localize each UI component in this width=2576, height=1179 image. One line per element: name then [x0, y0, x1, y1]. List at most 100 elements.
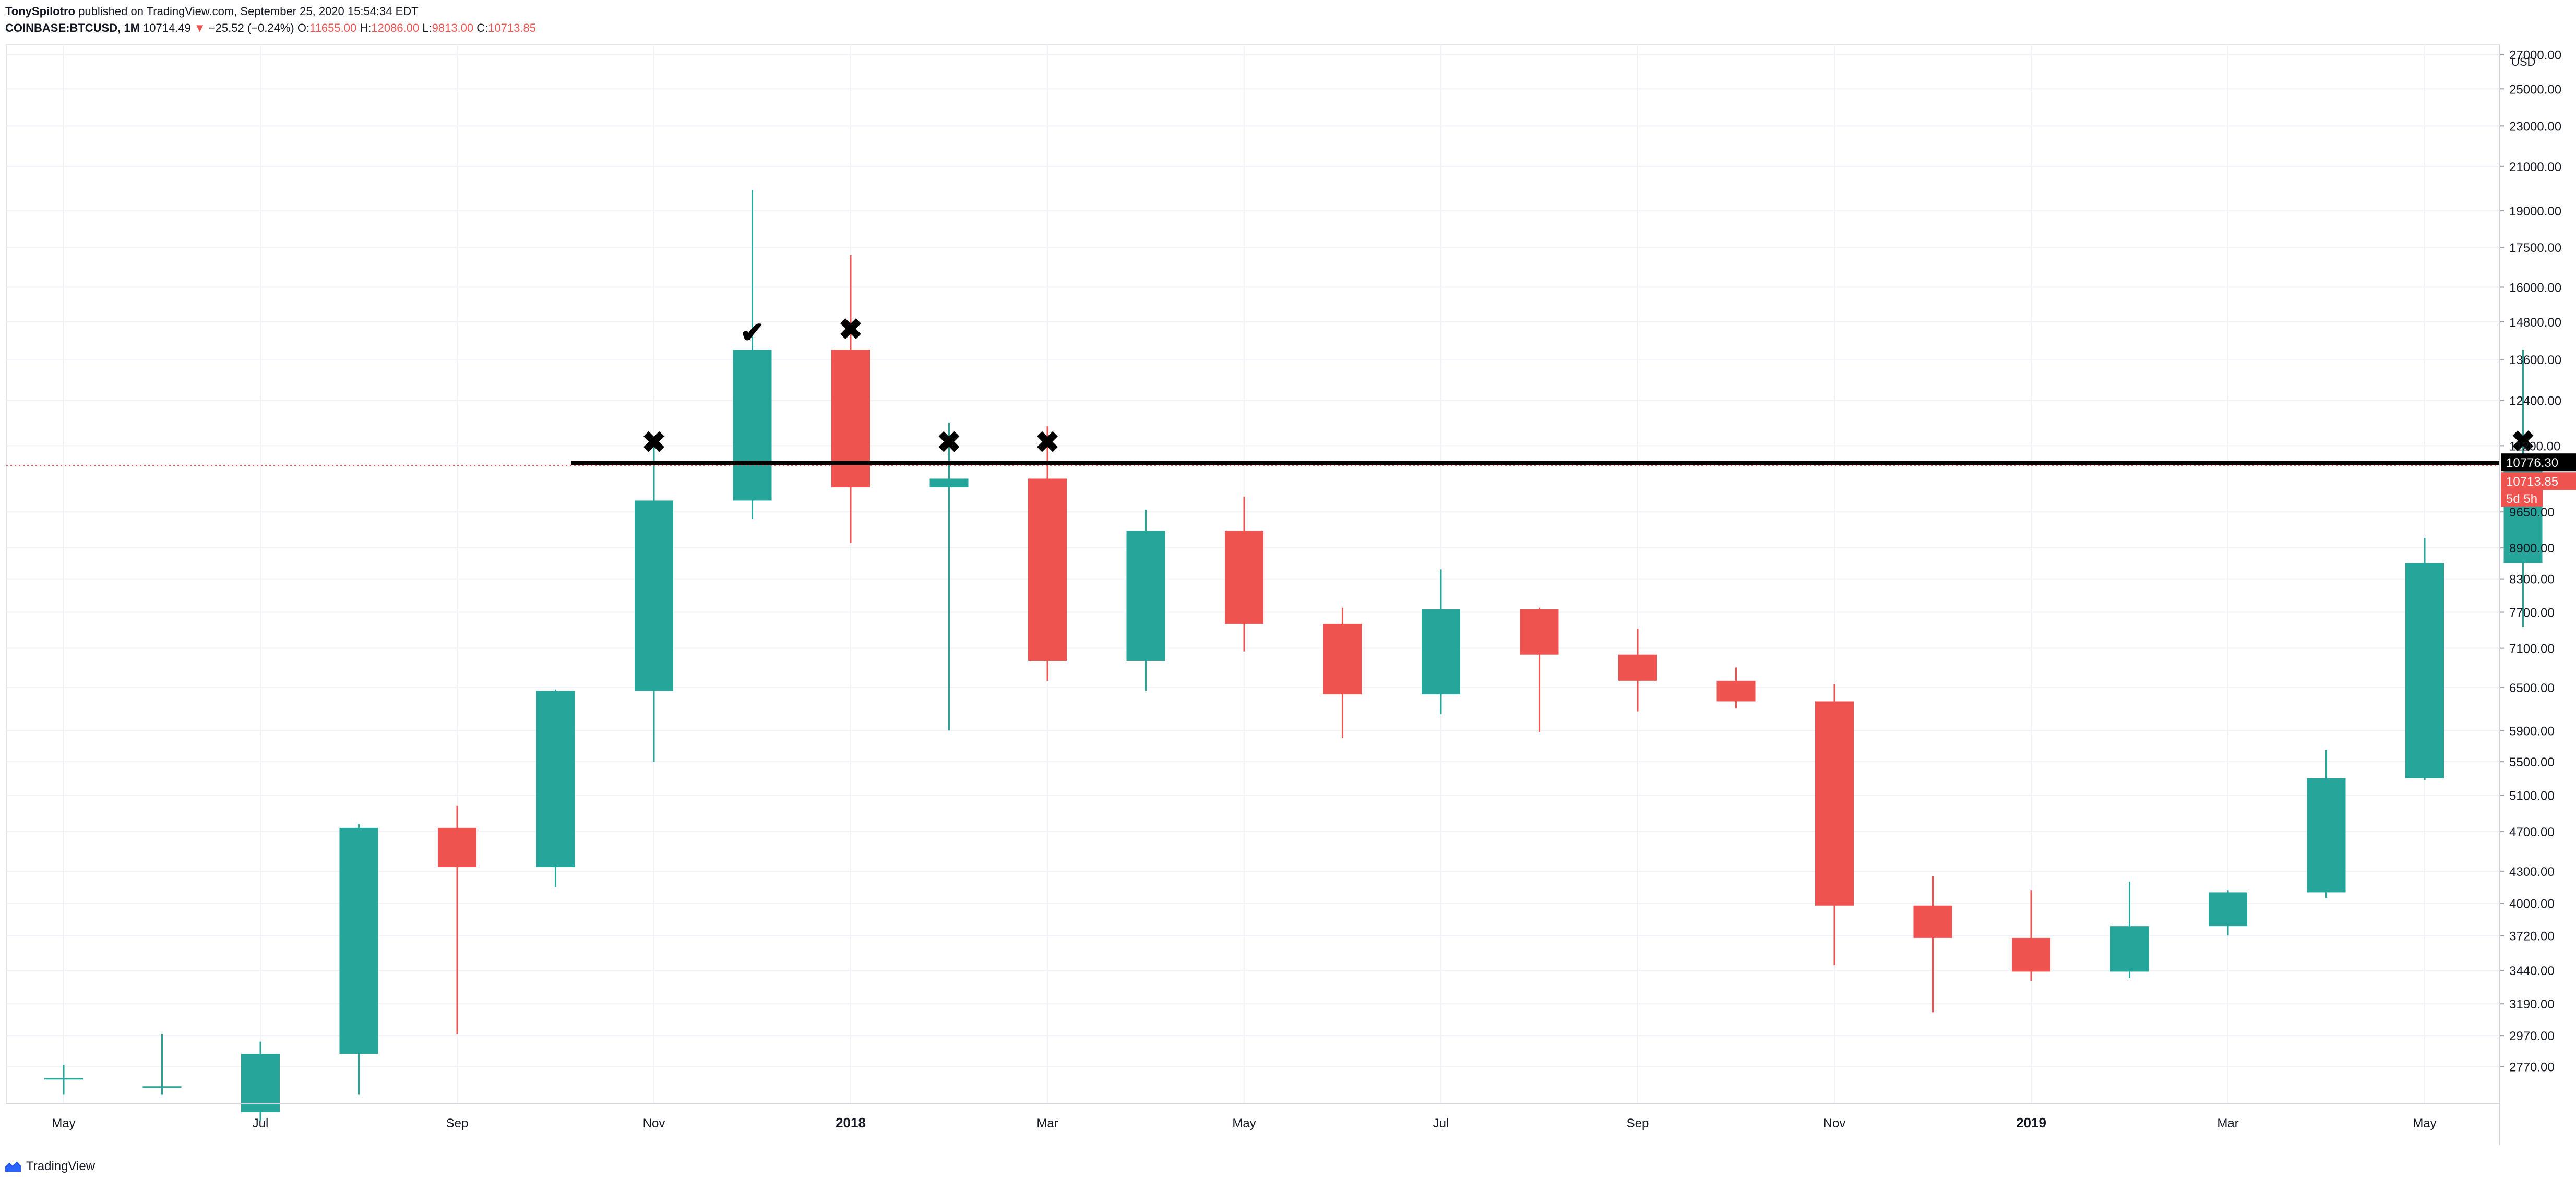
y-tick-label: 4300.00: [2509, 865, 2555, 879]
change-arrow: ▼: [194, 21, 206, 34]
candle-body: [1028, 478, 1067, 661]
axes: 2770.00 2970.00 3190.00 3440.00 3720.00 4000.…: [6, 45, 2576, 1145]
x-tick-label: Mar: [1036, 1116, 1058, 1130]
candle-body: [2012, 937, 2050, 972]
x-mark-icon: ✖: [1035, 426, 1060, 459]
countdown-tag-bg: [2501, 490, 2543, 507]
y-tick-label: 25000.00: [2509, 82, 2561, 97]
y-tick-label: 21000.00: [2509, 160, 2561, 174]
candles: [44, 190, 2543, 1122]
candle-body: [438, 827, 476, 867]
x-mark-icon: ✖: [839, 312, 863, 345]
candle-body: [241, 1054, 280, 1112]
x-tick-label: Mar: [2217, 1116, 2238, 1130]
chart-header: TonySpilotro published on TradingView.co…: [5, 3, 536, 37]
y-tick-label: 3440.00: [2509, 964, 2555, 978]
level-price-tag: 10776.30: [2506, 456, 2558, 470]
y-tick-label: 3190.00: [2509, 997, 2555, 1012]
y-tick-label: 19000.00: [2509, 204, 2561, 219]
publish-line: TonySpilotro published on TradingView.co…: [5, 3, 536, 20]
change-value: −25.52 (−0.24%): [208, 21, 294, 34]
y-tick-label: 2970.00: [2509, 1029, 2555, 1043]
candle-body: [339, 827, 378, 1054]
check-mark-icon: ✔: [740, 316, 765, 348]
candle-body: [1225, 531, 1263, 624]
y-tick-label: 3720.00: [2509, 929, 2555, 943]
candle-body: [831, 350, 870, 488]
open-value: 11655.00: [309, 21, 357, 34]
y-tick-label: 4700.00: [2509, 825, 2555, 839]
y-tick-label: 17500.00: [2509, 241, 2561, 255]
y-tick-label: 5100.00: [2509, 789, 2555, 803]
y-tick-label: 5500.00: [2509, 755, 2555, 769]
candle-body: [1323, 623, 1362, 695]
x-tick-label: May: [2413, 1116, 2436, 1130]
candle-body: [2307, 778, 2346, 893]
footer: TradingView: [4, 1156, 95, 1177]
y-tick-label: 9650.00: [2509, 506, 2555, 520]
candle-body: [733, 350, 772, 501]
candle-body: [2209, 892, 2247, 927]
last-price: 10714.49: [143, 21, 191, 34]
candle-body: [1520, 609, 1559, 655]
x-tick-label: Sep: [446, 1116, 469, 1130]
y-tick-label: 7700.00: [2509, 606, 2555, 620]
x-tick-label: 2019: [2016, 1115, 2046, 1130]
x-tick-label: May: [52, 1116, 75, 1130]
y-tick-label: 5900.00: [2509, 724, 2555, 738]
x-tick-label: Jul: [1433, 1116, 1449, 1130]
y-tick-label: 11200.00: [2509, 439, 2560, 453]
y-tick-label: 2770.00: [2509, 1061, 2555, 1075]
low-value: 9813.00: [432, 21, 474, 34]
level-line-group: [6, 461, 2500, 466]
high-value: 12086.00: [371, 21, 420, 34]
x-tick-label: Nov: [643, 1116, 665, 1130]
candle-body: [1618, 654, 1657, 681]
candle-body: [2110, 926, 2149, 972]
low-label: L:: [422, 21, 432, 34]
y-tick-label: 8900.00: [2509, 542, 2555, 556]
y-tick-label: 16000.00: [2509, 281, 2561, 295]
y-tick-label: 6500.00: [2509, 681, 2555, 695]
close-label: C:: [476, 21, 488, 34]
annotations: ✖✔✖✖✖✖✖✖✖✔✔: [642, 312, 2535, 459]
y-tick-label: 4000.00: [2509, 897, 2555, 911]
publish-info: published on TradingView.com, September …: [78, 5, 419, 18]
y-tick-label: 14800.00: [2509, 316, 2561, 330]
candle-body: [2405, 563, 2444, 778]
grid: [6, 44, 2500, 1104]
ohlc-line: COINBASE:BTCUSD, 1M 10714.49 ▼ −25.52 (−…: [5, 20, 536, 37]
level-price-tag-bg: [2501, 453, 2576, 472]
y-tick-label: 12400.00: [2509, 394, 2561, 408]
y-tick-label: 27000.00: [2509, 49, 2561, 63]
candle-body: [1815, 701, 1854, 906]
countdown-tag: 5d 5h: [2506, 492, 2537, 506]
x-mark-icon: ✖: [937, 426, 961, 459]
candle-body: [1716, 680, 1756, 702]
author-name[interactable]: TonySpilotro: [5, 5, 76, 18]
candle-body: [536, 691, 575, 867]
tradingview-logo-icon[interactable]: [4, 1160, 22, 1173]
x-tick-label: 2018: [836, 1115, 866, 1130]
x-tick-label: May: [1232, 1116, 1256, 1130]
current-price-tag: 10713.85: [2506, 475, 2558, 489]
candle-body: [1913, 905, 1952, 938]
footer-brand[interactable]: TradingView: [26, 1159, 96, 1173]
x-tick-label: Jul: [253, 1116, 269, 1130]
currency-label: USD: [2511, 55, 2535, 68]
x-tick-label: Nov: [1823, 1116, 1846, 1130]
y-tick-label: 7100.00: [2509, 642, 2555, 656]
symbol-label: COINBASE:BTCUSD, 1M: [5, 21, 140, 34]
candle-body: [635, 500, 673, 691]
x-tick-label: Sep: [1627, 1116, 1649, 1130]
y-tick-label: 23000.00: [2509, 119, 2561, 134]
open-label: O:: [297, 21, 310, 34]
x-mark-icon: ✖: [642, 426, 666, 459]
high-label: H:: [360, 21, 372, 34]
candle-body: [929, 478, 969, 488]
candle-body: [142, 1086, 182, 1088]
close-value: 10713.85: [488, 21, 536, 34]
y-tick-label: 8300.00: [2509, 573, 2555, 587]
candle-body: [44, 1078, 83, 1080]
